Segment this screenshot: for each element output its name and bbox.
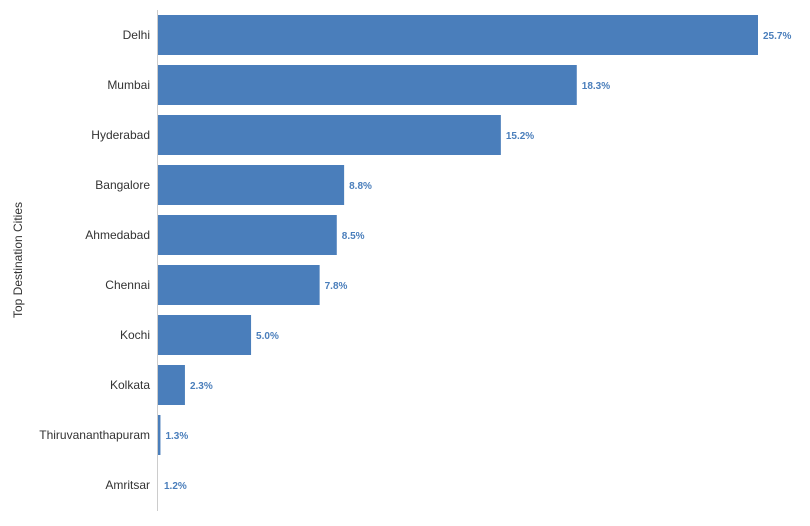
bar[interactable] <box>158 115 501 155</box>
category-label: Kochi <box>120 328 150 342</box>
value-label: 1.2% <box>164 481 187 492</box>
category-label: Hyderabad <box>91 128 150 142</box>
category-label: Ahmedabad <box>85 228 150 242</box>
bar[interactable] <box>158 365 185 405</box>
category-label: Delhi <box>123 28 150 42</box>
bar[interactable] <box>158 15 758 55</box>
category-label: Amritsar <box>105 478 150 492</box>
value-label: 1.3% <box>165 431 188 442</box>
bar[interactable] <box>158 415 161 455</box>
category-label: Chennai <box>105 278 150 292</box>
value-label: 2.3% <box>190 381 213 392</box>
bar[interactable] <box>158 65 577 105</box>
value-label: 25.7% <box>763 31 791 42</box>
category-label: Bangalore <box>95 178 150 192</box>
bar[interactable] <box>158 315 252 355</box>
bar[interactable] <box>158 215 337 255</box>
bars-group: Delhi 25.7% Mumbai 18.3% Hyderabad 15.2% Banga… <box>39 15 791 492</box>
value-label: 7.8% <box>325 281 348 292</box>
bar[interactable] <box>158 165 345 205</box>
value-label: 8.5% <box>342 231 365 242</box>
y-axis-title: Top Destination Cities <box>11 202 25 318</box>
category-label: Kolkata <box>110 378 150 392</box>
bar[interactable] <box>158 265 320 305</box>
category-label: Thiruvananthapuram <box>39 428 150 442</box>
value-label: 15.2% <box>506 131 534 142</box>
category-label: Mumbai <box>107 78 150 92</box>
value-label: 8.8% <box>349 181 372 192</box>
value-label: 5.0% <box>256 331 279 342</box>
value-label: 18.3% <box>582 81 610 92</box>
